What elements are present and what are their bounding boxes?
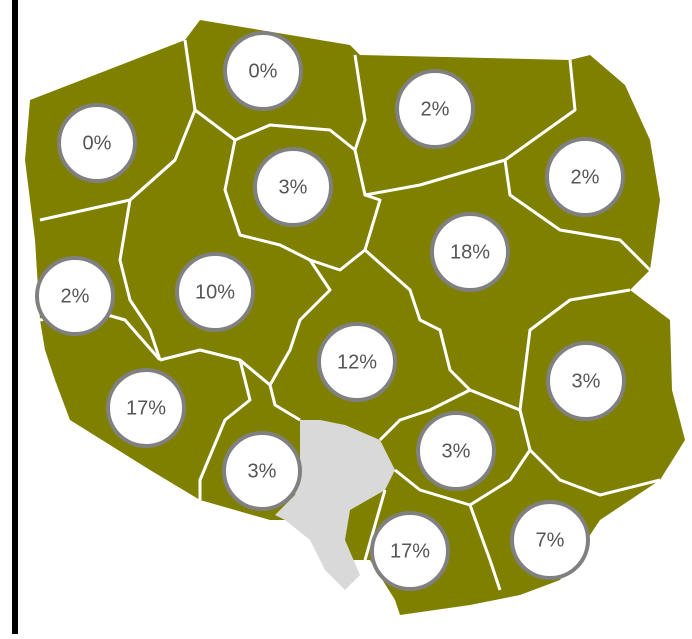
region-label: 3% (248, 460, 277, 482)
label-bubble (545, 137, 625, 217)
label-bubble (416, 411, 496, 491)
region-label: 17% (126, 397, 166, 419)
region-labels: 0% 0% 2% 2% 3% 18% 2% 10% 12% 3% 17% 3% 3% 17% 7% (35, 31, 626, 591)
label-bubble (106, 368, 186, 448)
region-borders (39, 39, 661, 591)
label-bubble (546, 341, 626, 421)
region-label: 3% (442, 440, 471, 462)
label-bubble (57, 103, 137, 183)
region-label: 0% (249, 60, 278, 82)
region-label: 18% (450, 241, 490, 263)
region-label: 3% (279, 176, 308, 198)
side-bar (12, 0, 18, 634)
label-bubble (175, 252, 255, 332)
region-label: 2% (61, 285, 90, 307)
label-bubble (317, 322, 397, 402)
label-bubble (222, 431, 302, 511)
label-bubble (35, 256, 115, 336)
label-bubble (395, 69, 475, 149)
unlabeled-region (275, 420, 395, 590)
region-label: 2% (571, 166, 600, 188)
region-label: 3% (572, 370, 601, 392)
region-label: 17% (390, 540, 430, 562)
label-bubble (253, 147, 333, 227)
label-bubble (370, 511, 450, 591)
label-bubble (510, 500, 590, 580)
region-label: 12% (337, 351, 377, 373)
region-label: 7% (536, 529, 565, 551)
label-bubble (430, 212, 510, 292)
label-bubble (223, 31, 303, 111)
region-label: 10% (195, 281, 235, 303)
region-label: 2% (421, 98, 450, 120)
region-label: 0% (83, 132, 112, 154)
